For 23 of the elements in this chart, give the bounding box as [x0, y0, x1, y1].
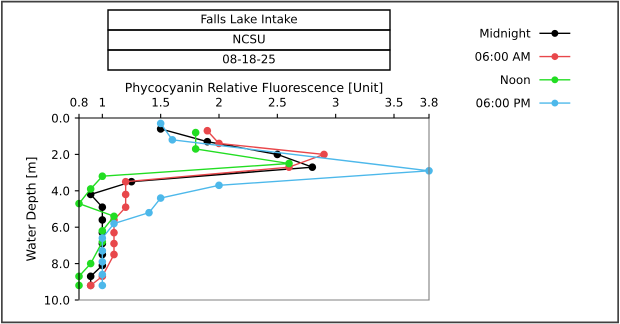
x-tick-label: 1 — [100, 98, 105, 107]
legend-label: 06:00 AM — [475, 52, 530, 61]
y-tick-label: 4.0 — [52, 186, 70, 196]
y-tick-label: 2.0 — [52, 150, 70, 160]
x-tick-label: 3 — [332, 98, 338, 107]
text: 08-18-25 — [222, 54, 275, 64]
chart-subtitle: NCSU — [234, 34, 265, 44]
y-tick-label: 10.0 — [44, 296, 70, 305]
x-tick-label: 3.8 — [420, 98, 438, 107]
y-tick-label: 8.0 — [52, 259, 70, 268]
x-tick-label: 0.8 — [70, 98, 88, 107]
x-tick-label: 2.5 — [268, 98, 286, 107]
x-tick-label: 2 — [216, 98, 222, 107]
legend-label: 06:00 PM — [476, 98, 530, 108]
x-tick-label: 1.5 — [152, 98, 170, 107]
x-tick-label: 3.5 — [386, 98, 402, 107]
legend-label: Noon — [501, 75, 530, 84]
x-axis-title: Phycocyanin Relative Fluorescence [Unit] — [126, 82, 382, 95]
legend-label: Midnight — [480, 28, 530, 40]
chart-title: Falls Lake Intake — [202, 14, 297, 24]
y-tick-label: 6.0 — [52, 222, 70, 232]
y-tick-label: 0.0 — [52, 114, 70, 123]
y-axis-title: Water Depth [m] — [26, 158, 38, 262]
